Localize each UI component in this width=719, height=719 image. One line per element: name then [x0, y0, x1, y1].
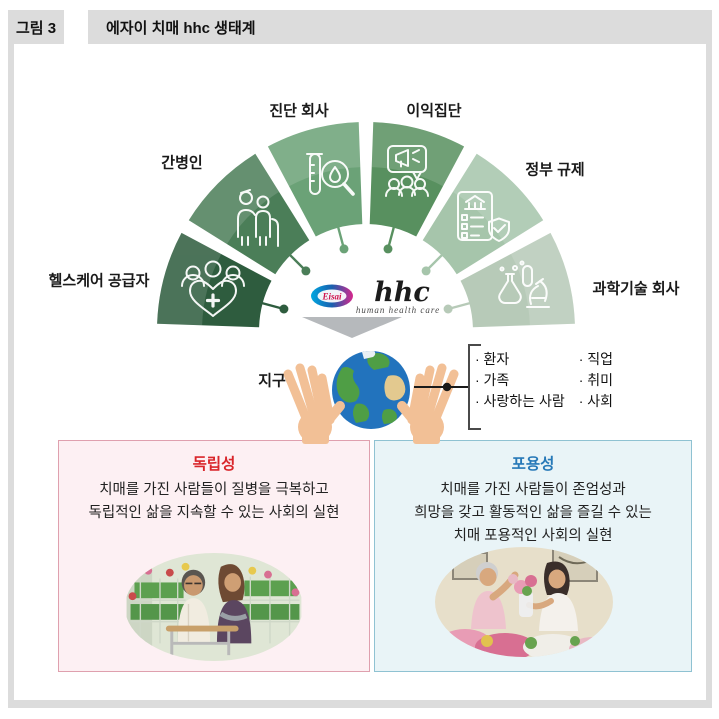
- frame-right-border: [706, 10, 712, 708]
- list-item: · 직업: [578, 351, 614, 367]
- figure-label: 그림 3: [8, 10, 64, 44]
- fan-segment-caregiver: [188, 153, 310, 275]
- figure-title: 에자이 치매 hhc 생태계: [106, 19, 256, 37]
- fan-segment-science-tech: [460, 232, 575, 328]
- frame-bottom-border: [8, 700, 712, 708]
- svg-text:human health care: human health care: [356, 305, 440, 315]
- hhc-logo: hhc human health care: [356, 277, 440, 315]
- eisai-logo: Eisai: [311, 284, 353, 308]
- stakeholder-column-left: · 환자 · 가족 · 사랑하는 사람: [475, 349, 565, 412]
- fan-segment-diagnostics: [267, 122, 363, 237]
- inclusion-photo: [435, 547, 613, 657]
- inclusion-line: 치매 포용적인 사회의 실현: [453, 528, 613, 544]
- list-item: · 사랑하는 사람: [475, 393, 565, 409]
- hands-icon: [283, 363, 459, 444]
- interest-group-icon: [385, 145, 429, 197]
- inclusion-title: 포용성: [511, 456, 555, 473]
- svg-text:Eisai: Eisai: [321, 292, 342, 302]
- frame-left-border: [8, 44, 14, 708]
- independence-title: 독립성: [192, 456, 236, 473]
- independence-line: 치매를 가진 사람들이 질병을 극복하고: [99, 482, 329, 498]
- figure-titlebar: 에자이 치매 hhc 생태계: [88, 10, 712, 44]
- list-item: · 가족: [475, 372, 510, 388]
- label-science-tech: 과학기술 회사: [592, 280, 680, 298]
- label-earth: 지구: [258, 372, 286, 390]
- label-healthcare-providers: 헬스케어 공급자: [48, 272, 150, 290]
- inclusion-text: 치매를 가진 사람들이 존엄성과 희망을 갖고 활동적인 삶을 즐길 수 있는 …: [375, 479, 691, 548]
- inclusion-line: 희망을 갖고 활동적인 삶을 즐길 수 있는: [414, 505, 652, 521]
- diagnostics-icon: [306, 153, 355, 196]
- label-interest-group: 이익집단: [406, 102, 462, 120]
- independence-box: 독립성 치매를 가진 사람들이 질병을 극복하고 독립적인 삶을 지속할 수 있…: [58, 440, 370, 672]
- label-caregiver: 간병인: [161, 154, 203, 172]
- independence-text: 치매를 가진 사람들이 질병을 극복하고 독립적인 삶을 지속할 수 있는 사회…: [59, 479, 369, 525]
- list-item: · 사회: [578, 393, 614, 409]
- independence-photo: [125, 553, 303, 661]
- healthcare-providers-icon: [181, 260, 245, 317]
- fan-rim-highlights: [157, 122, 575, 326]
- label-diagnostics: 진단 회사: [269, 102, 329, 120]
- caregiver-icon: [237, 189, 279, 247]
- stakeholder-list: · 환자 · 가족 · 사랑하는 사람 · 직업 · 취미 · 사회: [475, 349, 613, 412]
- globe-connector: [414, 344, 481, 430]
- list-item: · 환자: [475, 351, 510, 367]
- science-tech-icon: [498, 260, 550, 308]
- globe-icon: [332, 351, 410, 429]
- inclusion-line: 치매를 가진 사람들이 존엄성과: [440, 482, 626, 498]
- government-regulation-icon: [457, 191, 510, 242]
- label-government-regulation: 정부 규제: [525, 161, 585, 179]
- fan-segment-healthcare-providers: [157, 232, 272, 328]
- fan-segment-interest-group: [369, 122, 465, 237]
- list-item: · 취미: [578, 372, 614, 388]
- stakeholder-column-right: · 직업 · 취미 · 사회: [579, 349, 613, 412]
- flower-arranging-photo-illustration: [435, 547, 613, 657]
- independence-line: 독립적인 삶을 지속할 수 있는 사회의 실현: [88, 505, 340, 521]
- svg-text:hhc: hhc: [374, 277, 430, 308]
- garden-shop-photo-illustration: [126, 553, 302, 661]
- fan-connectors: [259, 224, 473, 314]
- inclusion-box: 포용성 치매를 가진 사람들이 존엄성과 희망을 갖고 활동적인 삶을 즐길 수…: [374, 440, 692, 672]
- down-arrow: [302, 317, 402, 338]
